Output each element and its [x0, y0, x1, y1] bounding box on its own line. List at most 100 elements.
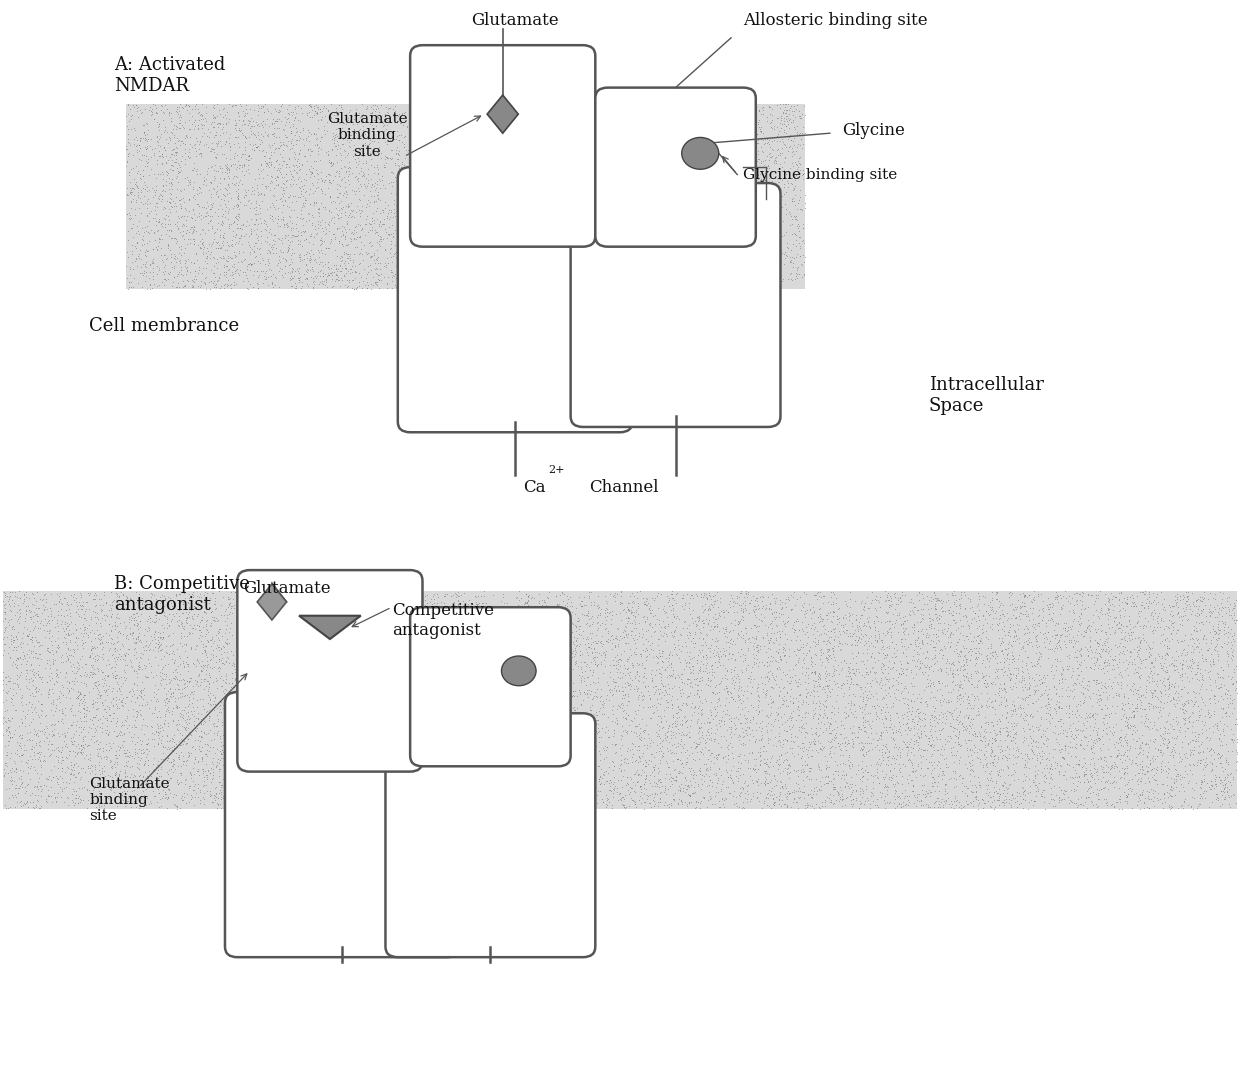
Point	[401, 263, 420, 280]
Point	[951, 660, 971, 677]
Point	[578, 684, 598, 701]
Point	[1109, 614, 1128, 631]
Point	[193, 246, 213, 263]
Point	[618, 650, 637, 667]
Point	[5, 798, 25, 815]
Point	[402, 154, 422, 171]
Point	[387, 715, 407, 732]
Point	[732, 229, 751, 246]
Point	[1120, 643, 1140, 660]
Point	[475, 167, 495, 184]
Point	[947, 688, 967, 705]
Point	[343, 655, 363, 672]
Point	[565, 652, 585, 669]
Point	[312, 233, 332, 251]
Point	[722, 669, 742, 687]
Point	[1032, 743, 1052, 760]
Point	[701, 200, 720, 217]
Point	[187, 209, 207, 226]
Point	[684, 671, 704, 688]
Point	[303, 766, 322, 784]
Point	[749, 205, 769, 222]
Point	[560, 166, 580, 183]
Point	[360, 679, 379, 696]
Point	[634, 665, 653, 682]
Point	[1086, 653, 1106, 671]
Point	[526, 214, 546, 231]
Point	[1044, 678, 1064, 695]
Point	[517, 217, 537, 235]
Point	[589, 599, 609, 616]
Point	[494, 201, 513, 219]
Point	[1188, 657, 1208, 674]
Point	[227, 215, 247, 232]
Point	[169, 164, 188, 181]
Point	[842, 756, 862, 773]
Point	[676, 158, 696, 175]
Point	[363, 97, 383, 114]
Point	[963, 797, 983, 814]
Point	[309, 700, 329, 717]
Point	[433, 795, 453, 812]
Point	[773, 273, 792, 290]
Point	[1064, 629, 1084, 646]
Point	[528, 753, 548, 770]
Point	[1136, 758, 1156, 775]
Point	[215, 180, 234, 197]
Point	[667, 715, 687, 732]
Point	[673, 619, 693, 636]
Point	[441, 143, 461, 160]
Point	[1004, 725, 1024, 742]
Point	[1154, 647, 1174, 664]
Point	[574, 779, 594, 796]
Point	[957, 612, 977, 629]
Point	[372, 619, 392, 636]
Point	[618, 613, 637, 630]
Point	[805, 618, 825, 635]
Point	[935, 780, 955, 797]
Point	[294, 198, 314, 215]
Point	[770, 628, 790, 645]
Point	[883, 605, 903, 623]
Point	[149, 753, 169, 770]
Point	[872, 691, 892, 708]
Point	[450, 675, 470, 692]
Point	[466, 237, 486, 254]
Point	[625, 608, 645, 625]
Point	[715, 134, 735, 151]
Point	[268, 688, 288, 705]
Point	[252, 116, 272, 133]
Point	[808, 627, 828, 644]
Point	[513, 228, 533, 245]
Point	[861, 619, 880, 636]
Point	[770, 232, 790, 249]
Point	[226, 262, 246, 279]
Point	[224, 658, 244, 675]
Point	[745, 761, 765, 778]
Point	[1011, 598, 1030, 615]
Point	[342, 593, 362, 610]
Point	[229, 796, 249, 813]
Point	[677, 627, 697, 644]
Point	[19, 627, 38, 644]
Point	[384, 792, 404, 809]
Point	[1019, 707, 1039, 724]
Point	[588, 587, 608, 604]
Point	[494, 125, 513, 142]
Point	[146, 764, 166, 781]
Point	[713, 243, 733, 260]
Point	[692, 269, 712, 286]
Point	[347, 676, 367, 693]
Point	[481, 133, 501, 150]
Point	[968, 608, 988, 625]
Point	[528, 115, 548, 132]
Point	[258, 725, 278, 742]
Point	[560, 280, 580, 297]
Point	[715, 791, 735, 808]
Point	[362, 108, 382, 125]
Point	[972, 697, 992, 714]
Point	[1040, 662, 1060, 679]
Point	[614, 177, 634, 194]
Point	[22, 737, 42, 754]
Point	[930, 753, 950, 770]
